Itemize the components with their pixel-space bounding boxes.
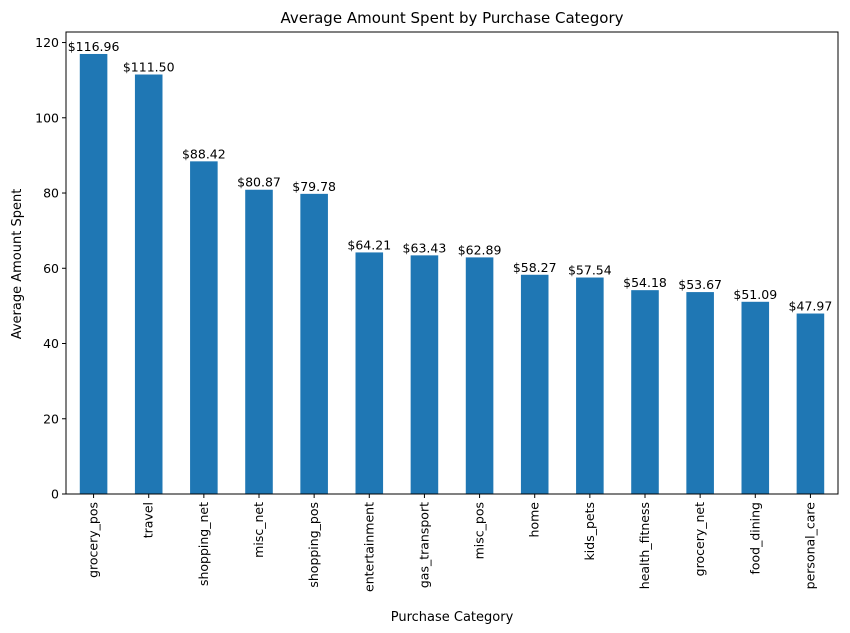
data-label-travel: $111.50 [123, 60, 175, 75]
bar-personal_care [796, 313, 825, 494]
x-tick-label-food_dining: food_dining [747, 502, 762, 575]
x-tick-label-shopping_pos: shopping_pos [306, 502, 321, 588]
bar-shopping_net [190, 161, 218, 494]
y-tick-label: 40 [43, 336, 59, 351]
x-tick-label-personal_care: personal_care [802, 502, 817, 590]
data-label-shopping_net: $88.42 [182, 146, 226, 161]
x-tick-label-grocery_pos: grocery_pos [86, 502, 101, 578]
bar-health_fitness [631, 290, 659, 494]
bar-grocery_net [686, 292, 714, 494]
bar-kids_pets [576, 277, 604, 494]
y-tick-label: 0 [51, 487, 59, 502]
data-label-kids_pets: $57.54 [568, 263, 612, 278]
bar-home [520, 274, 549, 494]
x-tick-label-grocery_net: grocery_net [692, 502, 707, 576]
chart-title: Average Amount Spent by Purchase Categor… [280, 9, 623, 27]
x-tick-label-home: home [527, 502, 542, 538]
data-label-food_dining: $51.09 [733, 287, 777, 302]
data-label-misc_pos: $62.89 [458, 242, 502, 257]
x-tick-label-kids_pets: kids_pets [582, 502, 597, 560]
y-tick-label: 60 [43, 261, 59, 276]
data-label-shopping_pos: $79.78 [292, 179, 336, 194]
bar-entertainment [355, 252, 384, 494]
axes-frame [65, 31, 839, 495]
bar-misc_pos [465, 257, 494, 494]
x-tick-label-gas_transport: gas_transport [416, 502, 431, 588]
y-tick-label: 20 [43, 411, 59, 426]
y-axis-label: Average Amount Spent [10, 189, 25, 340]
x-axis-label: Purchase Category [391, 610, 514, 625]
bar-shopping_pos [300, 193, 328, 494]
bar-misc_net [245, 189, 273, 494]
data-label-personal_care: $47.97 [789, 299, 833, 314]
bar-grocery_pos [79, 53, 108, 494]
plot-area: $116.96 grocery_pos $111.50 travel $88.42 sho… [35, 31, 839, 592]
bar-travel [134, 74, 163, 494]
x-tick-label-travel: travel [141, 502, 156, 538]
y-tick-label: 100 [35, 110, 59, 125]
x-tick-label-misc_net: misc_net [251, 502, 266, 558]
data-label-misc_net: $80.87 [237, 175, 281, 190]
data-label-grocery_pos: $116.96 [68, 39, 120, 54]
data-label-gas_transport: $63.43 [403, 240, 447, 255]
data-label-health_fitness: $54.18 [623, 275, 667, 290]
bar-food_dining [741, 301, 770, 494]
y-tick-label: 120 [35, 35, 59, 50]
bar-gas_transport [410, 255, 439, 494]
data-label-entertainment: $64.21 [347, 237, 391, 252]
data-label-home: $58.27 [513, 260, 557, 275]
y-tick-label: 80 [43, 186, 59, 201]
x-tick-label-health_fitness: health_fitness [637, 502, 652, 589]
x-tick-label-misc_pos: misc_pos [472, 502, 487, 559]
x-tick-label-shopping_net: shopping_net [196, 502, 211, 586]
data-label-grocery_net: $53.67 [678, 277, 722, 292]
x-tick-label-entertainment: entertainment [361, 502, 376, 592]
